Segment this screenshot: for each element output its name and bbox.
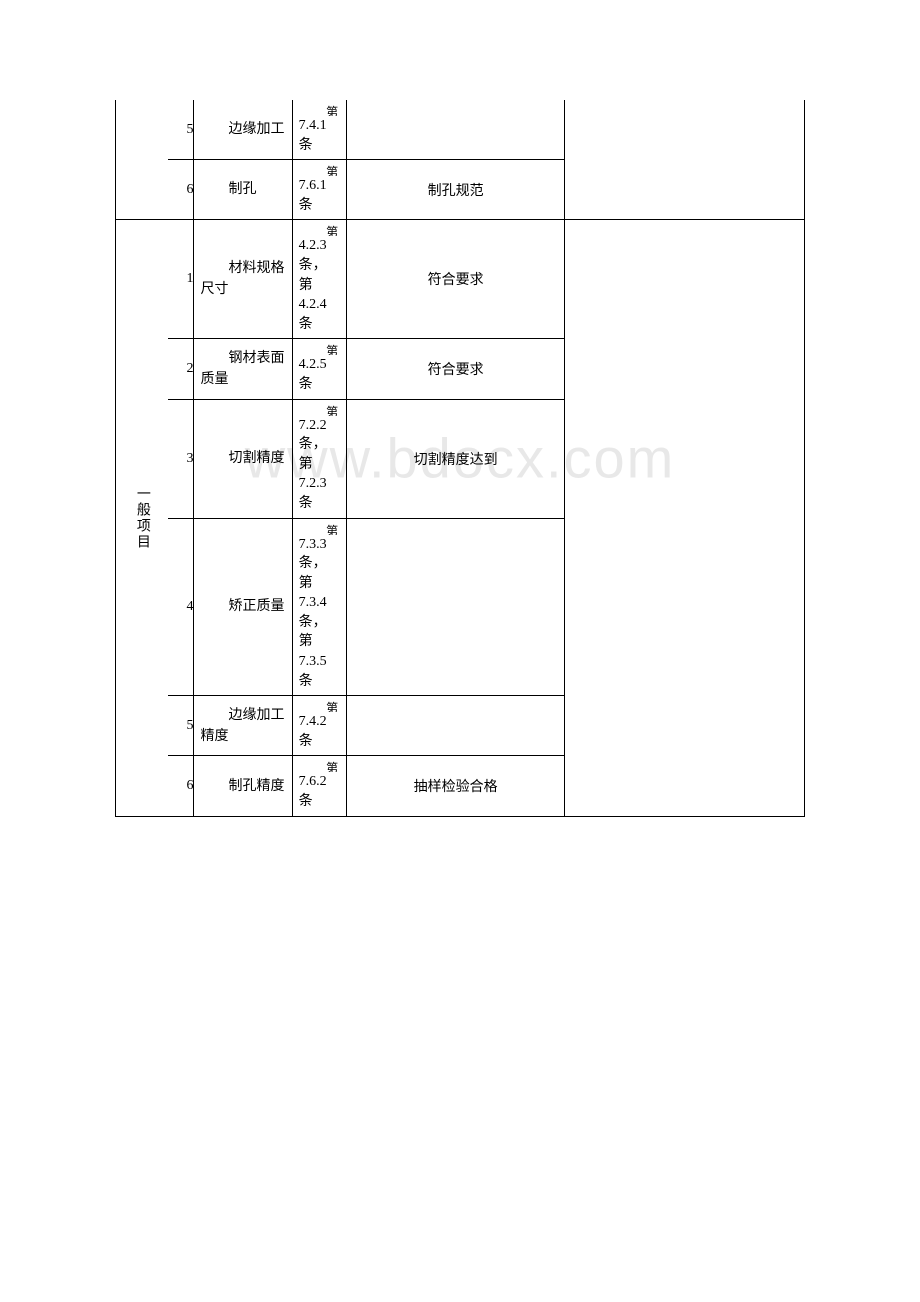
row-number: 2	[168, 339, 194, 399]
notes-cell	[565, 220, 805, 816]
ref-prefix: 第	[299, 404, 341, 416]
ref-text: 4.2.3条，第4.2.4条	[299, 238, 327, 331]
row-number: 6	[168, 756, 194, 816]
ref-prefix: 第	[299, 523, 341, 535]
row-number: 1	[168, 220, 194, 339]
category-cell-blank	[116, 100, 168, 220]
description-cell	[347, 518, 565, 696]
ref-prefix: 第	[299, 164, 341, 176]
category-label: 一般项目	[132, 486, 152, 550]
ref-text: 7.2.2条，第7.2.3条	[299, 418, 327, 511]
document-table: 5 边缘加工 第 7.4.1条 6 制孔 第 7.6.1条 制孔规范 一般项目 …	[115, 100, 805, 817]
row-number: 4	[168, 518, 194, 696]
ref-prefix: 第	[299, 700, 341, 712]
reference-cell: 第 7.6.2条	[292, 756, 347, 816]
description-cell: 切割精度达到	[347, 399, 565, 518]
item-name: 矫正质量	[194, 518, 292, 696]
item-name: 制孔	[194, 160, 292, 220]
ref-prefix: 第	[299, 760, 341, 772]
ref-text: 7.3.3条，第7.3.4条，第7.3.5条	[299, 537, 327, 689]
row-number: 5	[168, 100, 194, 160]
reference-cell: 第 7.2.2条，第7.2.3条	[292, 399, 347, 518]
description-cell	[347, 696, 565, 756]
reference-cell: 第 4.2.3条，第4.2.4条	[292, 220, 347, 339]
item-name: 切割精度	[194, 399, 292, 518]
item-name: 制孔精度	[194, 756, 292, 816]
description-cell: 符合要求	[347, 339, 565, 399]
notes-cell	[565, 100, 805, 220]
ref-prefix: 第	[299, 224, 341, 236]
row-number: 5	[168, 696, 194, 756]
ref-text: 7.4.1条	[299, 118, 327, 153]
reference-cell: 第 4.2.5条	[292, 339, 347, 399]
description-cell: 制孔规范	[347, 160, 565, 220]
item-name: 边缘加工	[194, 100, 292, 160]
row-number: 6	[168, 160, 194, 220]
ref-text: 4.2.5条	[299, 357, 327, 392]
table-row: 5 边缘加工 第 7.4.1条	[116, 100, 805, 160]
description-cell	[347, 100, 565, 160]
ref-prefix: 第	[299, 343, 341, 355]
category-cell: 一般项目	[116, 220, 168, 816]
ref-text: 7.6.1条	[299, 178, 327, 213]
description-cell: 符合要求	[347, 220, 565, 339]
ref-text: 7.6.2条	[299, 774, 327, 809]
reference-cell: 第 7.4.2条	[292, 696, 347, 756]
ref-prefix: 第	[299, 104, 341, 116]
row-number: 3	[168, 399, 194, 518]
ref-text: 7.4.2条	[299, 714, 327, 749]
item-name: 边缘加工精度	[194, 696, 292, 756]
item-name: 钢材表面质量	[194, 339, 292, 399]
reference-cell: 第 7.3.3条，第7.3.4条，第7.3.5条	[292, 518, 347, 696]
table-row: 一般项目 1 材料规格尺寸 第 4.2.3条，第4.2.4条 符合要求	[116, 220, 805, 339]
reference-cell: 第 7.6.1条	[292, 160, 347, 220]
description-cell: 抽样检验合格	[347, 756, 565, 816]
reference-cell: 第 7.4.1条	[292, 100, 347, 160]
item-name: 材料规格尺寸	[194, 220, 292, 339]
